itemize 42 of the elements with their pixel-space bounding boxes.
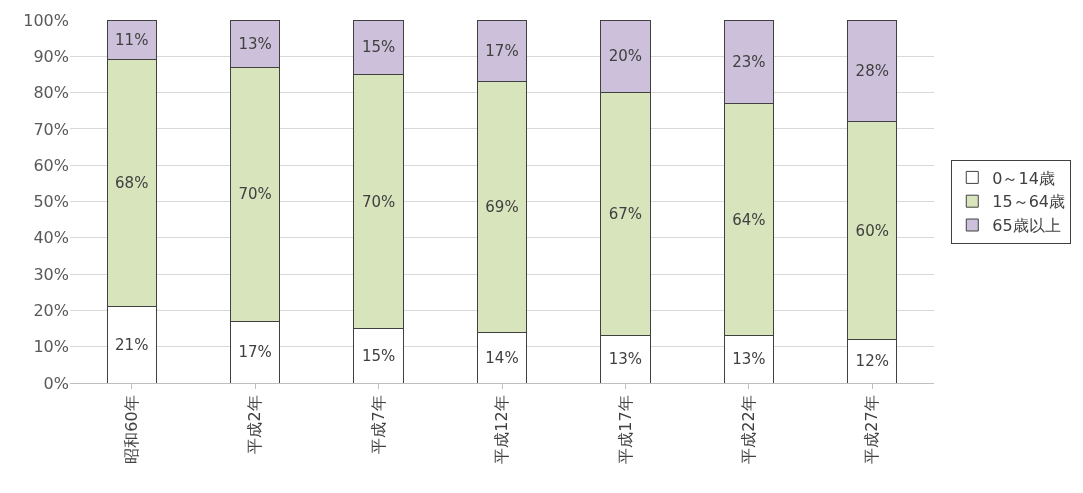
text: 12% [855,352,889,371]
y-tick-label: 30% [33,264,69,284]
x-tick-label: 平成7年 [368,395,388,454]
legend-label: 0～14歳 [992,168,1055,188]
y-tick-label: 70% [33,119,69,139]
y-tick-label: 50% [33,192,69,212]
text: 28% [855,61,889,80]
text: 70% [361,192,396,211]
x-tick-label: 平成27年 [862,395,882,464]
text: 14% [485,348,519,367]
x-tick-label: 平成2年 [245,395,265,454]
text: 64% [732,210,766,229]
legend-label: 15～64歳 [992,192,1065,212]
text: 15% [361,346,396,365]
text: 69% [485,197,519,216]
text: 21% [115,335,149,354]
x-tick-label: 昭和60年 [121,395,141,464]
x-tick-label: 平成22年 [739,395,759,464]
text: 68% [115,174,149,193]
text: 67% [608,205,643,224]
y-tick-label: 40% [33,228,69,248]
y-tick-label: 80% [33,83,69,103]
x-tick-label: 平成12年 [492,395,512,464]
text: 15% [361,38,396,57]
legend-label: 65歳以上 [992,216,1061,236]
text: 13% [732,350,766,369]
text: 17% [485,41,519,60]
text: 11% [115,30,149,49]
x-tick-label: 平成17年 [615,395,635,464]
y-tick-label: 90% [33,46,69,66]
text: 13% [238,34,272,53]
y-tick-label: 100% [23,10,69,30]
y-tick-label: 20% [33,301,69,320]
y-tick-label: 10% [33,337,69,357]
text: 13% [608,350,643,369]
text: 70% [238,185,272,204]
text: 20% [608,47,643,66]
text: 60% [855,221,889,240]
y-tick-label: 60% [33,155,69,175]
y-tick-label: 0% [43,373,69,393]
text: 23% [732,52,766,71]
text: 17% [238,343,272,362]
